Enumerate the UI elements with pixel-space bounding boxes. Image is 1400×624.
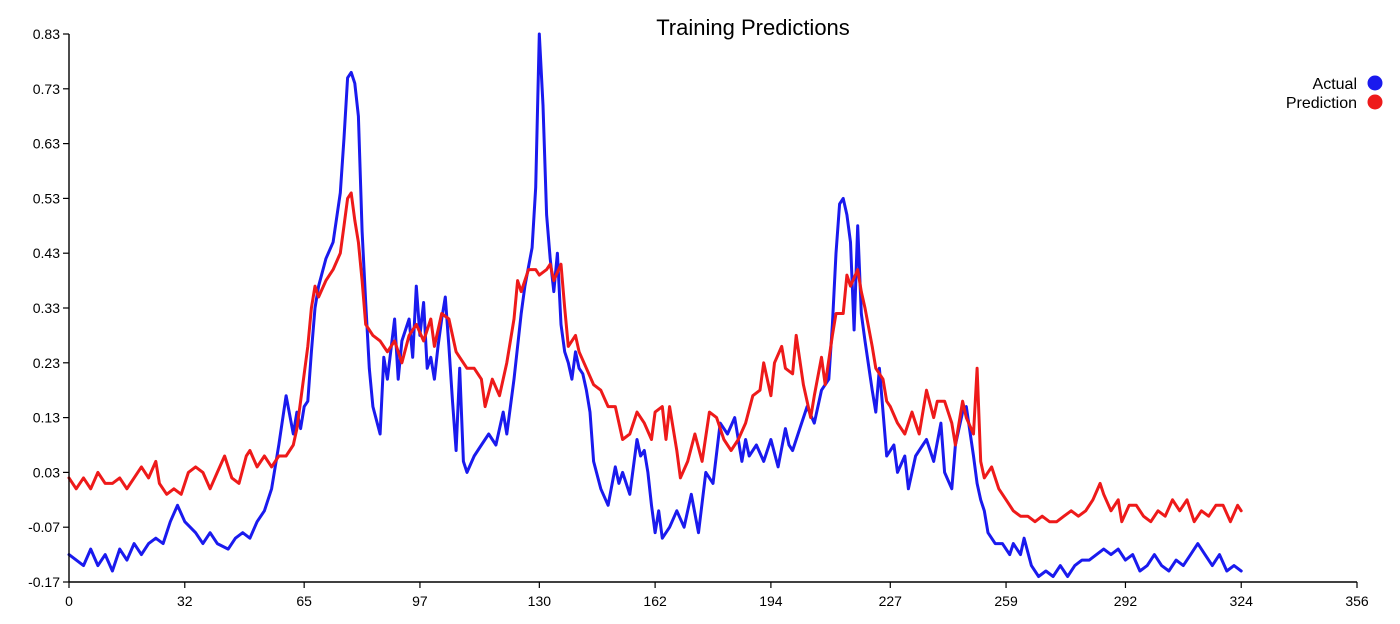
x-tick-label: 0	[65, 593, 73, 609]
y-tick-label: -0.07	[28, 519, 60, 535]
legend-swatch-actual	[1367, 75, 1383, 91]
series-line-actual	[67, 32, 1243, 578]
y-tick-label: 0.83	[33, 26, 60, 42]
legend-label-actual: Actual	[1313, 76, 1357, 93]
x-tick-label: 227	[879, 593, 903, 609]
x-tick-label: 130	[528, 593, 552, 609]
y-tick-label: -0.17	[28, 574, 60, 590]
y-tick-label: 0.13	[33, 410, 60, 426]
y-axis-ticks: -0.17 -0.07 0.03 0.13 0.23 0.33 0.43 0.53 0.63 0.…	[28, 26, 69, 590]
x-axis-ticks: 0 32 65 97 130 162 194 227 259 292 324 356	[65, 582, 1369, 609]
legend: Actual Prediction	[1286, 75, 1383, 112]
x-tick-label: 32	[177, 593, 193, 609]
x-tick-label: 97	[412, 593, 428, 609]
x-tick-label: 194	[759, 593, 783, 609]
x-tick-label: 162	[643, 593, 667, 609]
x-tick-label: 324	[1230, 593, 1254, 609]
y-tick-label: 0.53	[33, 190, 60, 206]
series-layer	[67, 32, 1243, 578]
y-tick-label: 0.43	[33, 245, 60, 261]
legend-swatch-prediction	[1367, 94, 1383, 110]
y-tick-label: 0.63	[33, 136, 60, 152]
y-tick-label: 0.73	[33, 81, 60, 97]
series-line-prediction	[67, 191, 1243, 524]
axis-layer	[68, 34, 1357, 583]
x-tick-label: 259	[994, 593, 1018, 609]
x-tick-label: 292	[1114, 593, 1138, 609]
x-tick-label: 65	[296, 593, 312, 609]
y-tick-label: 0.33	[33, 300, 60, 316]
chart-title: Training Predictions	[656, 15, 850, 40]
x-tick-label: 356	[1345, 593, 1369, 609]
y-tick-label: 0.03	[33, 464, 60, 480]
legend-label-prediction: Prediction	[1286, 95, 1357, 112]
y-tick-label: 0.23	[33, 355, 60, 371]
